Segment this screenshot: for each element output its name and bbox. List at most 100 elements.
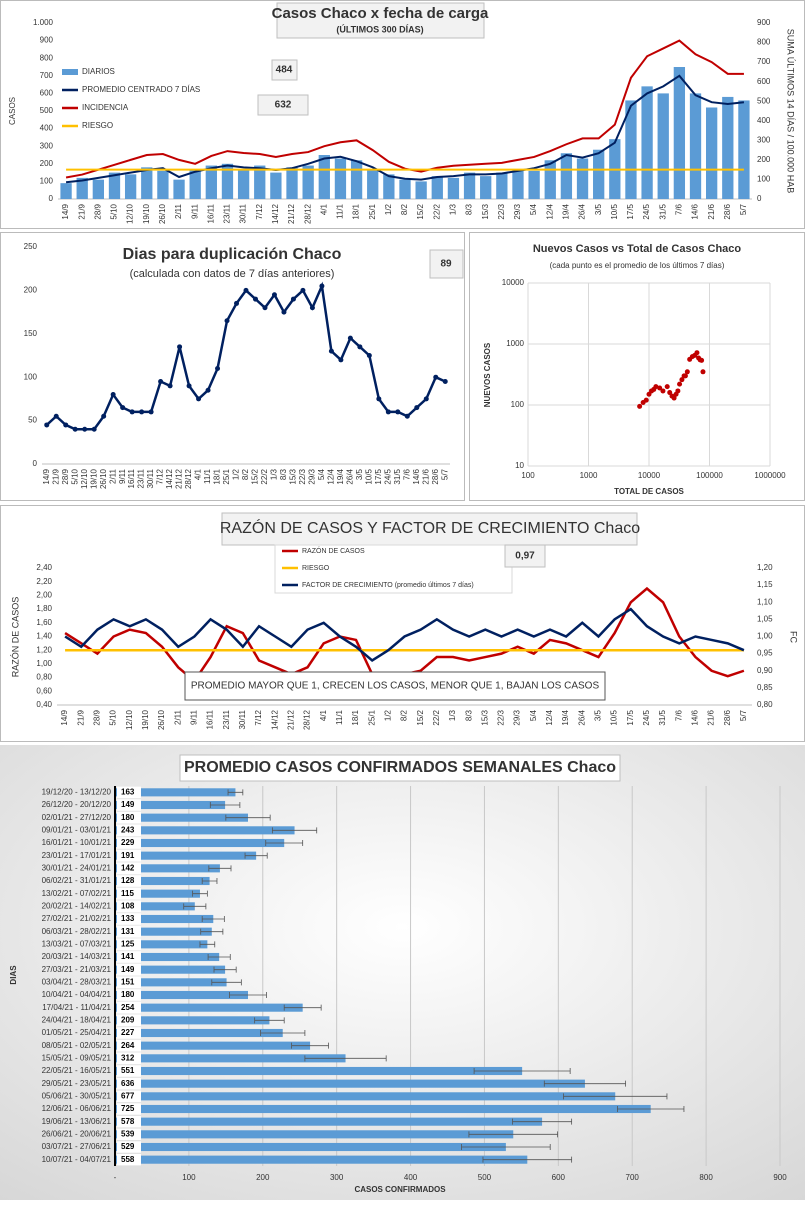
x-tick-label: 21/9 xyxy=(76,709,85,725)
annotation: 89 xyxy=(440,259,452,270)
bar xyxy=(576,158,589,199)
y-tick-label: 0,95 xyxy=(757,649,773,658)
value-label-bg xyxy=(117,1128,141,1141)
x-tick-label: 800 xyxy=(699,1173,713,1182)
category-label: 15/05/21 - 09/05/21 xyxy=(42,1053,112,1062)
x-tick-label: 1/3 xyxy=(270,468,279,480)
x-tick-label: 19/10 xyxy=(142,203,151,224)
error-bar xyxy=(468,1131,558,1138)
marker xyxy=(196,396,202,402)
x-tick-label: 28/9 xyxy=(93,203,102,219)
x-tick-label: 18/1 xyxy=(352,203,361,219)
value-label-bg xyxy=(117,963,141,976)
bar xyxy=(60,183,72,199)
bar xyxy=(480,176,492,199)
bar xyxy=(528,170,540,199)
category-label: 01/05/21 - 25/04/21 xyxy=(42,1028,112,1037)
value-label: 125 xyxy=(121,939,135,948)
x-tick-label: 14/12 xyxy=(165,468,174,489)
point xyxy=(664,384,670,390)
y-tick-label: 0,60 xyxy=(36,686,52,695)
x-tick-label: 10/5 xyxy=(610,709,619,725)
bar xyxy=(431,176,443,199)
x-tick-label: 8/3 xyxy=(464,709,473,721)
marker xyxy=(385,409,391,415)
error-bar xyxy=(543,1080,626,1087)
error-bar xyxy=(225,814,271,821)
chart-title: Dias para duplicación Chaco xyxy=(123,246,342,263)
y-tick-label: 200 xyxy=(757,155,771,164)
bar xyxy=(722,96,734,199)
y-tick-label: 0,85 xyxy=(757,683,773,692)
marker xyxy=(290,296,296,302)
category-label: 20/03/21 - 14/03/21 xyxy=(42,952,112,961)
x-tick-label: 5/7 xyxy=(440,468,449,480)
x-tick-label: 4/1 xyxy=(194,468,203,480)
marker xyxy=(433,374,439,380)
x-tick-label: 22/3 xyxy=(298,468,307,484)
y-tick-label: 1,00 xyxy=(757,632,773,641)
x-tick-label: 14/12 xyxy=(270,709,279,730)
x-tick-label: 12/4 xyxy=(545,709,554,725)
x-tick-label: 12/10 xyxy=(126,203,135,224)
x-tick-label: 25/1 xyxy=(222,468,231,484)
bar xyxy=(657,93,669,199)
x-tick-label: 15/3 xyxy=(289,468,298,484)
x-tick-label: 28/9 xyxy=(93,709,102,725)
bar xyxy=(173,179,185,199)
marker xyxy=(338,357,344,363)
error-bar xyxy=(260,1030,306,1036)
bar xyxy=(92,179,104,199)
value-label: 151 xyxy=(121,977,135,986)
y-tick-label: 700 xyxy=(757,57,771,66)
point xyxy=(679,377,685,383)
value-label-bg xyxy=(117,1115,141,1128)
bar xyxy=(141,167,153,199)
x-tick-label: 10000 xyxy=(638,471,661,480)
label-box xyxy=(276,2,485,39)
marker xyxy=(395,409,401,415)
x-tick-label: 8/2 xyxy=(400,203,409,215)
y-tick-label: 600 xyxy=(40,89,54,98)
point xyxy=(671,395,677,401)
bar xyxy=(115,940,208,949)
point xyxy=(677,381,683,387)
x-tick-label: 30/11 xyxy=(238,709,247,729)
y-tick-label: 1,60 xyxy=(36,618,52,627)
y-tick-label: 1,10 xyxy=(757,597,773,606)
bar xyxy=(286,167,298,199)
x-tick-label: 28/12 xyxy=(184,468,193,489)
category-label: 10/07/21 - 04/07/21 xyxy=(42,1155,112,1164)
bar xyxy=(738,100,750,199)
bar xyxy=(463,172,476,199)
marker xyxy=(63,422,69,428)
bar xyxy=(367,169,379,199)
value-label-bg xyxy=(117,1027,141,1039)
error-bar xyxy=(271,827,318,834)
bar xyxy=(115,965,226,974)
category-label: 13/03/21 - 07/03/21 xyxy=(42,939,112,948)
value-label: 312 xyxy=(121,1053,135,1062)
bar xyxy=(641,86,653,199)
bar xyxy=(350,160,363,199)
bar xyxy=(415,181,427,199)
x-tick-label: 22/3 xyxy=(497,709,506,725)
marker xyxy=(423,396,429,402)
x-tick-label: 18/1 xyxy=(351,709,360,725)
bar xyxy=(115,978,227,987)
x-tick-label: 11/1 xyxy=(203,468,212,484)
y-tick-label: 1,20 xyxy=(757,563,773,572)
x-tick-label: 400 xyxy=(404,1173,418,1182)
note: PROMEDIO MAYOR QUE 1, CRECEN LOS CASOS, … xyxy=(191,681,600,692)
category-label: 17/04/21 - 11/04/21 xyxy=(42,1003,111,1012)
category-label: 03/07/21 - 27/06/21 xyxy=(42,1142,112,1151)
x-tick-label: 9/11 xyxy=(189,709,198,725)
x-tick-label: 14/12 xyxy=(271,203,280,224)
x-tick-label: 23/11 xyxy=(223,203,232,223)
bar xyxy=(689,93,702,199)
value-label-bg xyxy=(117,875,141,887)
annotation: 0,97 xyxy=(515,551,535,562)
x-tick-label: 4/1 xyxy=(319,203,328,215)
category-label: 23/01/21 - 17/01/21 xyxy=(42,851,112,860)
